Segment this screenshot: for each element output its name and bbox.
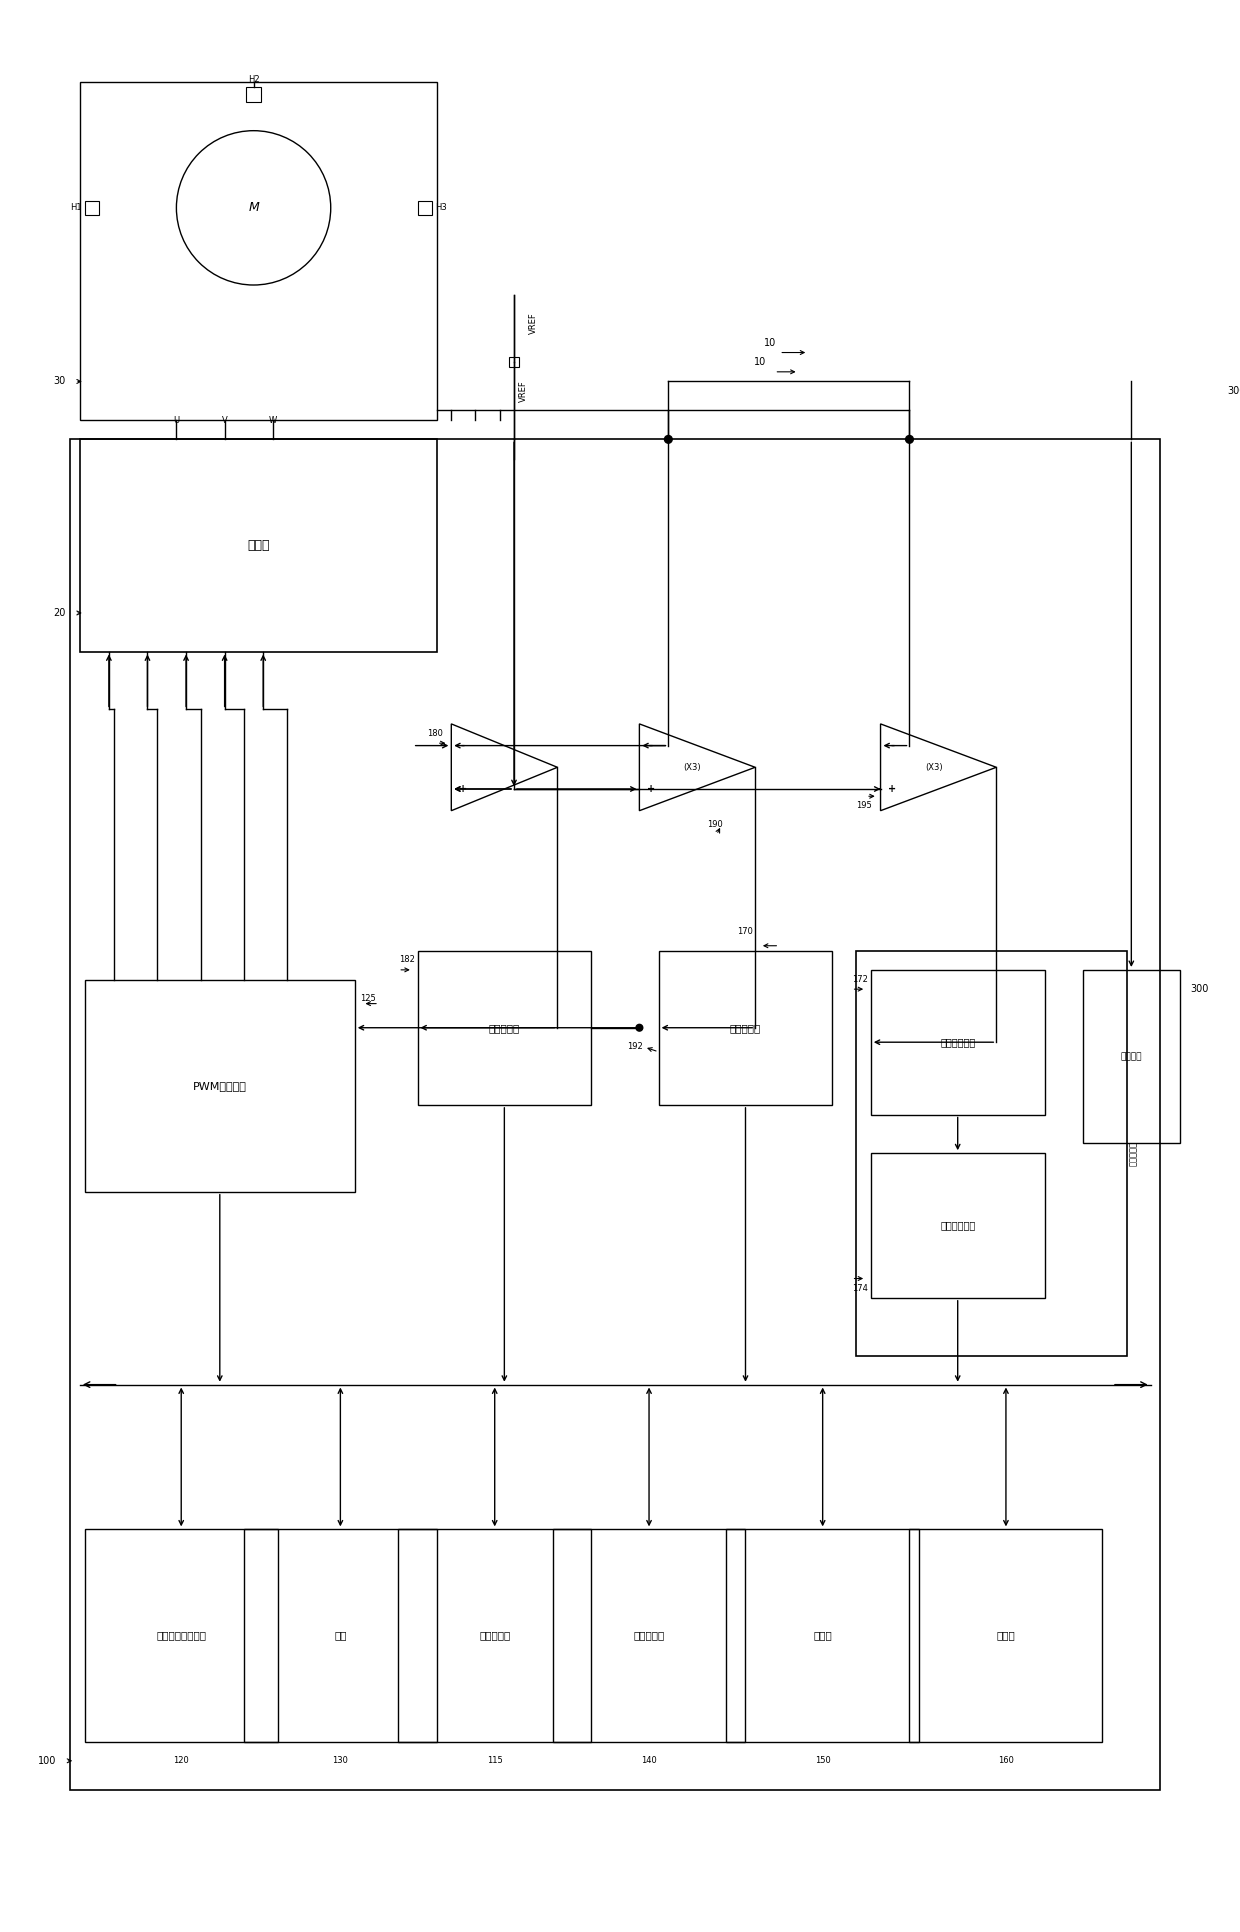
- Text: 174: 174: [852, 1285, 868, 1293]
- Text: 100: 100: [37, 1756, 56, 1766]
- Text: 160: 160: [998, 1756, 1014, 1766]
- Bar: [870, 1153, 1044, 1298]
- Text: 170: 170: [738, 927, 754, 937]
- Text: -: -: [890, 740, 894, 752]
- Text: 192: 192: [626, 1041, 642, 1051]
- Text: 内存: 内存: [334, 1631, 347, 1640]
- Text: 300: 300: [1190, 983, 1209, 995]
- Text: 多次可编程存储器: 多次可编程存储器: [156, 1631, 206, 1640]
- Text: -: -: [649, 740, 653, 752]
- Text: 模数转换单元: 模数转换单元: [940, 1221, 976, 1231]
- Bar: [418, 951, 591, 1105]
- Bar: [658, 951, 832, 1105]
- Bar: [553, 1530, 745, 1741]
- Bar: [79, 439, 436, 651]
- Text: 10: 10: [764, 338, 776, 348]
- Text: 190: 190: [707, 821, 723, 829]
- Text: H3: H3: [435, 203, 446, 213]
- Text: 140: 140: [641, 1756, 657, 1766]
- Text: (X3): (X3): [683, 763, 702, 771]
- Text: M: M: [248, 201, 259, 214]
- Text: 180: 180: [428, 728, 443, 738]
- Bar: [398, 1530, 591, 1741]
- Text: 中央处理器: 中央处理器: [479, 1631, 511, 1640]
- Text: PWM输出模块: PWM输出模块: [193, 1080, 247, 1090]
- Bar: [1083, 970, 1179, 1144]
- Text: 30: 30: [53, 377, 66, 386]
- Text: +: +: [888, 784, 897, 794]
- Bar: [244, 1530, 436, 1741]
- Bar: [727, 1530, 919, 1741]
- Bar: [84, 201, 99, 214]
- Text: W: W: [269, 415, 277, 425]
- Text: 20: 20: [53, 609, 66, 618]
- Bar: [247, 87, 260, 102]
- Bar: [79, 83, 436, 419]
- Text: 120: 120: [174, 1756, 188, 1766]
- Text: H2: H2: [248, 75, 259, 85]
- Text: 182: 182: [399, 956, 414, 964]
- Text: 中断控制器: 中断控制器: [634, 1631, 665, 1640]
- Text: 125: 125: [360, 993, 376, 1003]
- Text: 定时器: 定时器: [813, 1631, 832, 1640]
- Bar: [84, 1530, 278, 1741]
- Text: 逆变器: 逆变器: [247, 539, 269, 553]
- Text: 移位器: 移位器: [997, 1631, 1016, 1640]
- Text: 115: 115: [487, 1756, 502, 1766]
- Text: V: V: [222, 415, 227, 425]
- Text: 300: 300: [1228, 386, 1240, 396]
- Circle shape: [665, 435, 672, 442]
- Text: +: +: [459, 784, 467, 794]
- Text: 130: 130: [332, 1756, 348, 1766]
- Text: 195: 195: [857, 802, 872, 810]
- Text: VREF: VREF: [518, 381, 528, 402]
- Text: H1: H1: [71, 203, 82, 213]
- Text: VREF: VREF: [528, 313, 537, 334]
- Circle shape: [636, 1024, 642, 1032]
- Bar: [510, 357, 518, 367]
- Bar: [857, 951, 1126, 1356]
- Text: U: U: [174, 415, 180, 425]
- Bar: [418, 201, 432, 214]
- Text: 第二滤波器: 第二滤波器: [730, 1022, 761, 1034]
- Bar: [909, 1530, 1102, 1741]
- Text: -: -: [461, 740, 465, 752]
- Text: (X3): (X3): [925, 763, 942, 771]
- Circle shape: [905, 435, 914, 442]
- Text: 10: 10: [754, 357, 766, 367]
- Text: 时钟电路: 时钟电路: [1121, 1053, 1142, 1061]
- Text: +: +: [647, 784, 655, 794]
- Bar: [870, 970, 1044, 1115]
- Text: 172: 172: [852, 974, 868, 983]
- Text: 模数转换器: 模数转换器: [1130, 1140, 1138, 1165]
- Text: 采样保持电路: 采样保持电路: [940, 1037, 976, 1047]
- Bar: [71, 439, 1161, 1789]
- Text: 150: 150: [815, 1756, 831, 1766]
- Text: 第一滤波器: 第一滤波器: [489, 1022, 520, 1034]
- Bar: [84, 980, 355, 1192]
